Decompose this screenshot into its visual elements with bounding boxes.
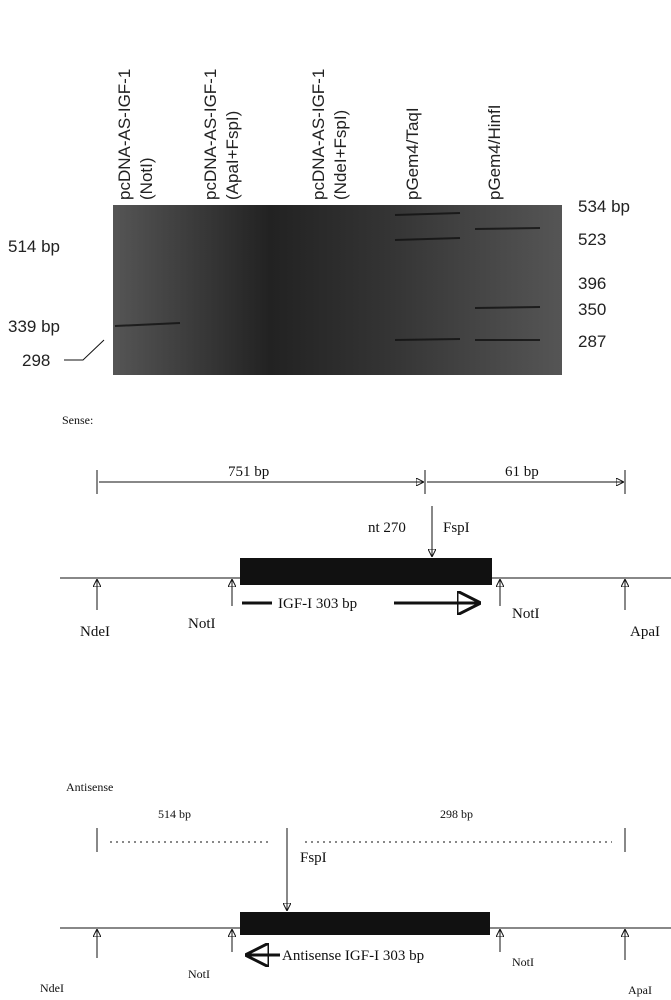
site: ApaI bbox=[630, 624, 660, 640]
fragment: 298 bp bbox=[440, 807, 473, 821]
right-marker: 534 bp bbox=[578, 197, 630, 216]
site: ApaI bbox=[628, 983, 652, 997]
site-enzyme: FspI bbox=[443, 520, 470, 536]
lane-name: pcDNA-AS-IGF-1 bbox=[115, 69, 134, 200]
section-label: Sense: bbox=[62, 413, 93, 427]
section-label: Antisense bbox=[66, 780, 113, 794]
left-marker: 339 bp bbox=[8, 317, 60, 336]
site: NotI bbox=[188, 616, 216, 632]
lane-digest: (NdeI+FspI) bbox=[331, 110, 350, 200]
insert-label: Antisense IGF-I 303 bp bbox=[282, 948, 424, 964]
lane-name: pcDNA-AS-IGF-1 bbox=[201, 69, 220, 200]
gel: pcDNA-AS-IGF-1 (NotI) pcDNA-AS-IGF-1 (Ap… bbox=[8, 69, 630, 375]
lane-digest: (ApaI+FspI) bbox=[223, 111, 242, 200]
site: NotI bbox=[512, 606, 540, 622]
left-marker: 298 bbox=[22, 351, 50, 370]
right-marker: 523 bbox=[578, 230, 606, 249]
antisense-map: Antisense 514 bp 298 bp FspI Antisense I… bbox=[40, 780, 671, 997]
lane-name: pcDNA-AS-IGF-1 bbox=[309, 69, 328, 200]
site: NdeI bbox=[40, 981, 64, 995]
insert-label: IGF-I 303 bp bbox=[278, 596, 357, 612]
left-marker: 514 bp bbox=[8, 237, 60, 256]
lane-name: pGem4/TaqI bbox=[403, 107, 422, 200]
site: NdeI bbox=[80, 624, 110, 640]
site: NotI bbox=[188, 967, 210, 981]
lane-name: pGem4/HinfI bbox=[485, 105, 504, 200]
gel-image bbox=[113, 205, 562, 375]
site: NotI bbox=[512, 955, 534, 969]
site-enzyme: FspI bbox=[300, 850, 327, 866]
right-marker: 287 bbox=[578, 332, 606, 351]
fragment: 514 bp bbox=[158, 807, 191, 821]
right-marker: 350 bbox=[578, 300, 606, 319]
right-marker: 396 bbox=[578, 274, 606, 293]
figure: pcDNA-AS-IGF-1 (NotI) pcDNA-AS-IGF-1 (Ap… bbox=[0, 0, 671, 1000]
fragment: 751 bp bbox=[228, 464, 269, 480]
lane-digest: (NotI) bbox=[137, 158, 156, 201]
fragment: 61 bp bbox=[505, 464, 539, 480]
site-position: nt 270 bbox=[368, 520, 406, 536]
sense-map: Sense: 751 bp 61 bp nt 270 FspI IGF-I 30… bbox=[60, 413, 671, 640]
